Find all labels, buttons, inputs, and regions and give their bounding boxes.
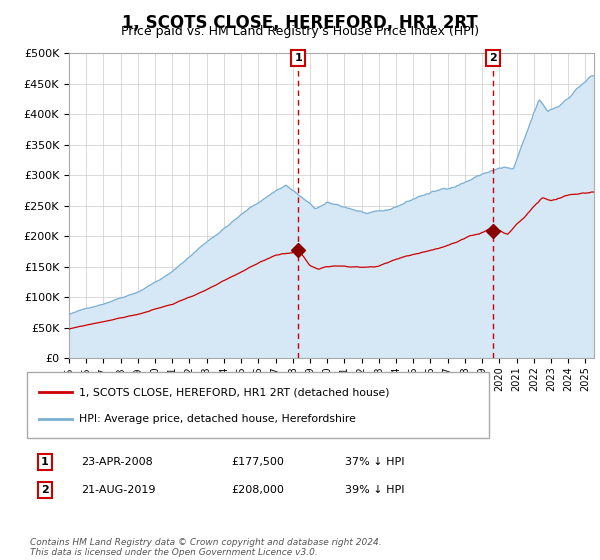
Text: 1: 1 xyxy=(294,53,302,63)
Text: Contains HM Land Registry data © Crown copyright and database right 2024.
This d: Contains HM Land Registry data © Crown c… xyxy=(30,538,382,557)
Text: Price paid vs. HM Land Registry's House Price Index (HPI): Price paid vs. HM Land Registry's House … xyxy=(121,25,479,38)
Text: 1: 1 xyxy=(41,457,49,467)
Text: 2: 2 xyxy=(41,485,49,495)
Text: 2: 2 xyxy=(489,53,497,63)
Text: 21-AUG-2019: 21-AUG-2019 xyxy=(81,485,155,495)
Text: £208,000: £208,000 xyxy=(231,485,284,495)
Text: 39% ↓ HPI: 39% ↓ HPI xyxy=(345,485,404,495)
Text: 23-APR-2008: 23-APR-2008 xyxy=(81,457,153,467)
Text: 37% ↓ HPI: 37% ↓ HPI xyxy=(345,457,404,467)
Text: 1, SCOTS CLOSE, HEREFORD, HR1 2RT: 1, SCOTS CLOSE, HEREFORD, HR1 2RT xyxy=(122,14,478,32)
Text: 1, SCOTS CLOSE, HEREFORD, HR1 2RT (detached house): 1, SCOTS CLOSE, HEREFORD, HR1 2RT (detac… xyxy=(79,387,390,397)
Text: HPI: Average price, detached house, Herefordshire: HPI: Average price, detached house, Here… xyxy=(79,414,356,424)
Text: £177,500: £177,500 xyxy=(231,457,284,467)
